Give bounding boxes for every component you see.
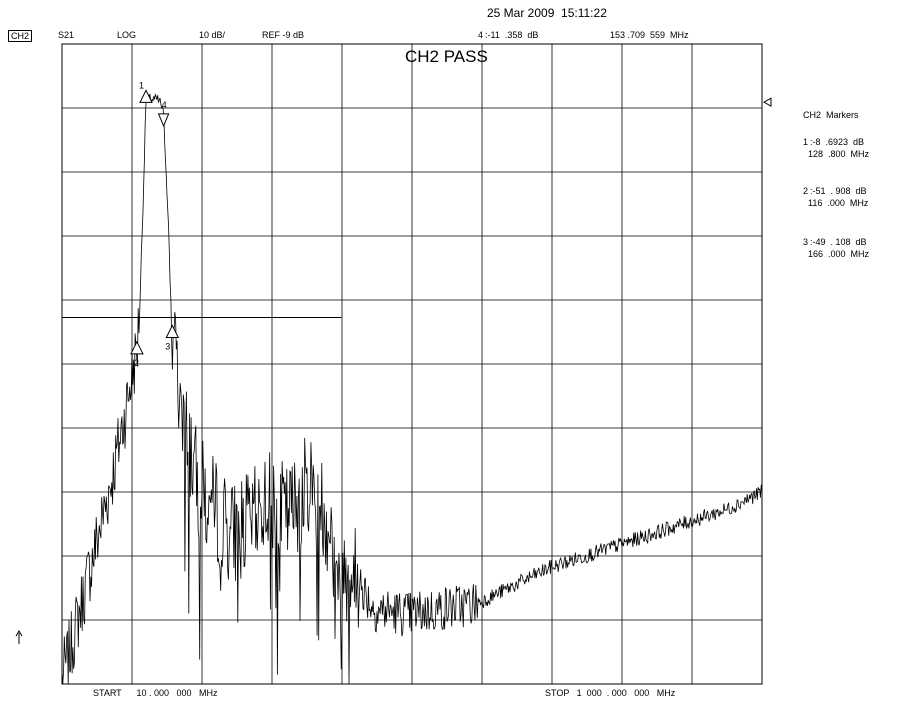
- marker-1: 1: [139, 80, 152, 102]
- marker-entry-frequency: 116 .000 MHz: [808, 198, 868, 209]
- reference-level-pointer: [764, 98, 771, 106]
- marker-entry-value: :-49 . 108 dB: [810, 237, 867, 248]
- markers-panel-title: CH2 Markers: [803, 110, 859, 121]
- marker-2-label: 2: [134, 358, 139, 368]
- marker-entry-id: 3: [803, 237, 808, 248]
- marker-3-triangle: [166, 326, 178, 338]
- marker-1-label: 1: [139, 80, 144, 90]
- marker-entry-id: 2: [803, 186, 808, 197]
- chart-grid: [62, 44, 762, 684]
- marker-entry-value: :-8 .6923 dB: [810, 137, 864, 148]
- marker-entry-id: 1: [803, 137, 808, 148]
- pass-status: CH2 PASS: [405, 51, 488, 62]
- marker-entry-frequency: 128 .800 MHz: [808, 149, 869, 160]
- marker-4-label: 4: [162, 100, 167, 110]
- start-frequency: START 10 . 000 000 MHz: [93, 688, 218, 699]
- chart-extras: [16, 98, 771, 644]
- marker-3-label: 3: [165, 342, 170, 352]
- marker-2-triangle: [131, 342, 143, 354]
- marker-entry-value: :-51 . 908 dB: [810, 186, 867, 197]
- marker-4-triangle: [159, 114, 169, 126]
- marker-entry-frequency: 166 .000 MHz: [808, 249, 869, 260]
- stop-frequency: STOP 1 000 . 000 000 MHz: [545, 688, 675, 699]
